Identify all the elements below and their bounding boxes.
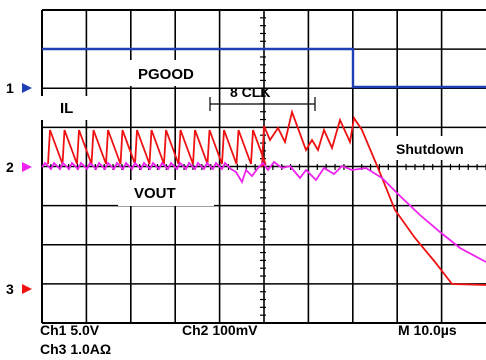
channel-3-arrow-icon <box>22 284 32 294</box>
channel-2-number: 2 <box>6 159 14 175</box>
graticule-grid <box>41 9 486 324</box>
ch1-scale-readout: Ch1 5.0V <box>40 322 100 338</box>
channel-1-number: 1 <box>6 80 14 96</box>
shutdown-label: Shutdown <box>396 141 464 157</box>
waveform-traces <box>41 47 486 286</box>
channel-1-marker: 1 <box>6 80 32 96</box>
pgood-trace <box>42 47 486 89</box>
ch3-scale-readout: Ch3 1.0AΩ <box>40 341 111 357</box>
channel-3-marker: 3 <box>6 281 32 297</box>
channel-3-number: 3 <box>6 281 14 297</box>
il-trace <box>47 108 486 286</box>
vout-trace <box>41 160 486 263</box>
series-label-boxes <box>40 60 484 206</box>
channel-2-marker: 2 <box>6 159 32 175</box>
channel-1-arrow-icon <box>22 83 32 93</box>
pgood-label: PGOOD <box>138 66 194 83</box>
clk-label: 8 CLK <box>230 84 270 100</box>
vout-label: VOUT <box>134 185 176 202</box>
clk-measure-marker: 8 CLK <box>209 84 316 111</box>
timebase-readout: M 10.0µs <box>398 322 457 338</box>
ch2-scale-readout: Ch2 100mV <box>182 322 258 338</box>
channel-2-arrow-icon <box>22 162 32 172</box>
il-label: IL <box>60 100 73 117</box>
